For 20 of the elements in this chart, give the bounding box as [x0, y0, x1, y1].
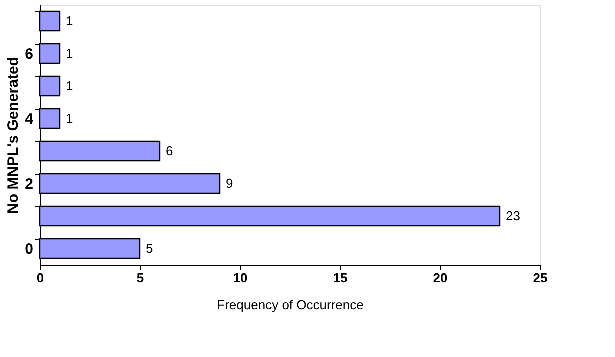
data-label: 1 — [66, 78, 74, 94]
y-tick-label: 4 — [25, 110, 34, 128]
data-label: 1 — [66, 46, 74, 61]
x-axis-title: Frequency of Occurrence — [217, 298, 364, 312]
y-axis-title: No MNPL's Generated — [5, 57, 22, 214]
x-tick-label: 25 — [533, 270, 548, 286]
x-tick-label: 0 — [36, 270, 44, 286]
data-label: 6 — [166, 143, 174, 158]
x-tick-label: 5 — [136, 270, 144, 286]
data-label: 1 — [66, 110, 74, 126]
y-tick-label: 0 — [25, 240, 34, 258]
data-label: 9 — [226, 176, 234, 191]
x-tick-label: 10 — [233, 270, 248, 286]
data-label: 5 — [146, 240, 154, 256]
x-tick-label: 15 — [333, 270, 348, 286]
x-tick-label: 20 — [433, 270, 448, 286]
data-label: 1 — [66, 13, 74, 28]
y-tick-label: 6 — [25, 46, 34, 63]
data-label: 23 — [506, 208, 520, 224]
y-tick-label: 2 — [25, 176, 34, 193]
